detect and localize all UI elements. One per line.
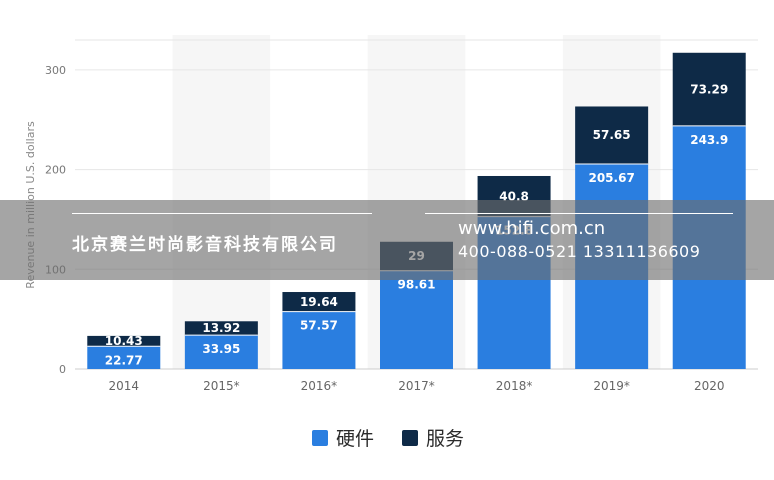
legend-label-services: 服务 <box>426 428 465 450</box>
x-tick-label: 2014 <box>109 379 140 393</box>
value-label-services: 57.65 <box>593 128 631 142</box>
bar-services <box>87 335 161 347</box>
bar-services <box>282 292 356 312</box>
value-label-hardware: 205.67 <box>588 171 634 185</box>
legend-swatch-hardware <box>312 429 328 446</box>
x-tick-labels: 2014 2015* 2016* 2017* 2018* 2019* 2020 <box>109 379 725 393</box>
legend-item-hardware[interactable]: 硬件 <box>312 424 374 451</box>
watermark-phone: 400-088-0521 13311136609 <box>458 242 701 261</box>
legend-swatch-services <box>402 429 419 446</box>
value-label-services: 19.64 <box>300 295 338 309</box>
legend: 硬件 服务 <box>312 424 464 451</box>
bar-hardware <box>87 346 161 369</box>
watermark-banner: 北京赛兰时尚影音科技有限公司 www.hifi.com.cn 400-088-0… <box>0 200 774 280</box>
bar-hardware <box>282 311 356 369</box>
value-label-hardware: 98.61 <box>398 278 436 292</box>
value-label-services: 10.43 <box>105 334 143 348</box>
y-tick-label: 0 <box>59 363 66 376</box>
value-label-hardware: 33.95 <box>202 342 240 356</box>
x-tick-label: 2019* <box>593 379 630 393</box>
watermark-divider-right <box>425 213 733 214</box>
legend-item-services[interactable]: 服务 <box>402 424 464 451</box>
x-tick-label: 2018* <box>496 379 533 393</box>
bar-services <box>672 52 746 126</box>
bar-services <box>575 106 649 164</box>
value-label-services: 13.92 <box>202 321 240 335</box>
value-label-services: 40.8 <box>499 189 529 203</box>
x-tick-label: 2016* <box>301 379 338 393</box>
watermark-divider-left <box>72 213 372 214</box>
watermark-company: 北京赛兰时尚影音科技有限公司 <box>72 235 338 255</box>
value-label-hardware: 57.57 <box>300 319 338 333</box>
value-label-hardware: 22.77 <box>105 353 143 367</box>
bar-hardware <box>380 270 453 369</box>
x-tick-label: 2015* <box>203 379 240 393</box>
value-label-services: 73.29 <box>690 82 728 96</box>
x-tick-label: 2017* <box>398 379 435 393</box>
y-tick-label: 300 <box>45 64 66 77</box>
bar-services <box>184 321 258 336</box>
x-tick-label: 2020 <box>694 379 725 393</box>
value-label-hardware: 243.9 <box>690 133 728 147</box>
y-tick-label: 200 <box>45 164 66 177</box>
legend-label-hardware: 硬件 <box>336 428 375 450</box>
bar-hardware <box>184 335 258 369</box>
watermark-website: www.hifi.com.cn <box>458 218 606 239</box>
